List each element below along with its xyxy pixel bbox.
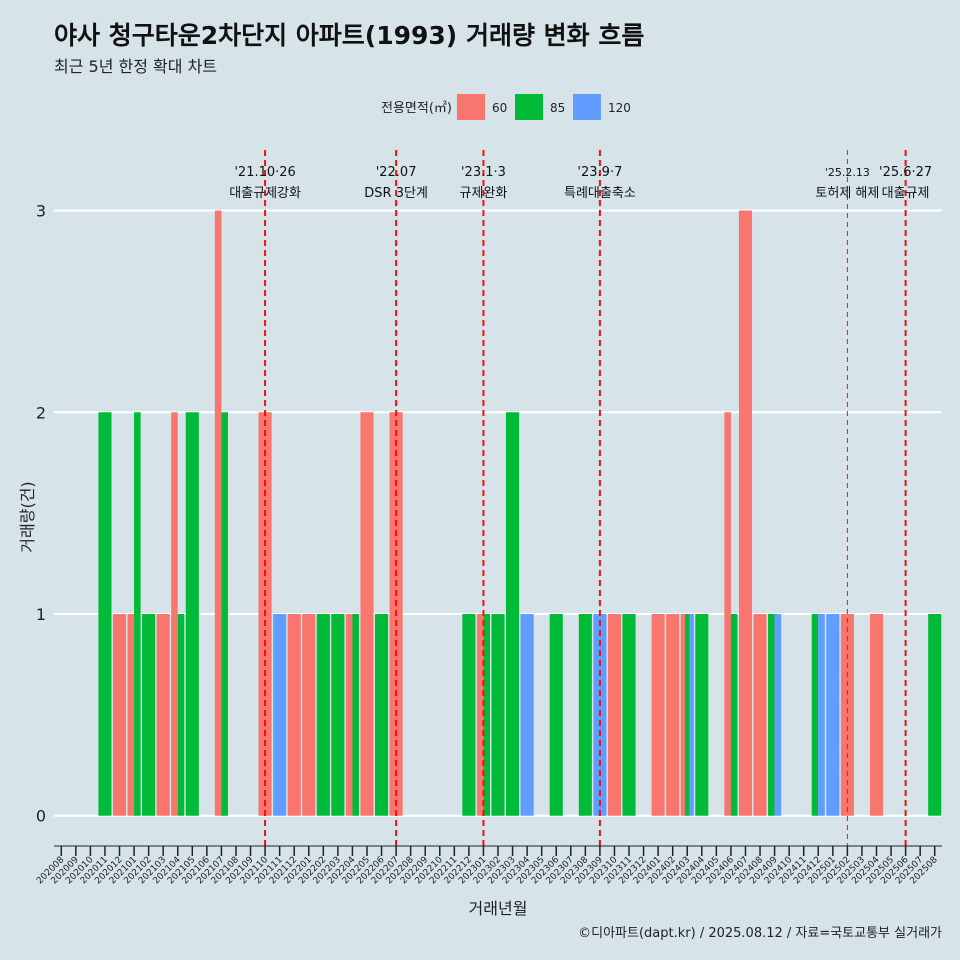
event-date-4: '25.2.13 xyxy=(825,166,870,179)
bar-202408-60 xyxy=(753,614,767,816)
bar-202310-60 xyxy=(607,614,622,816)
bar-202501-120 xyxy=(826,614,840,816)
bar-202204-85 xyxy=(352,614,359,816)
event-markers: '21.10·26 대출규제강화 '22.07 DSR 3단계 '23.1·3 규제완화 '… xyxy=(229,150,932,846)
legend-swatch-120 xyxy=(573,94,601,120)
bar-202502-60 xyxy=(840,614,854,816)
bar-202212-85 xyxy=(462,614,476,816)
bar-202112-60 xyxy=(287,614,301,816)
event-label-2: 규제완화 xyxy=(460,186,508,201)
bar-202402-60 xyxy=(666,614,680,816)
x-axis-label: 거래년월 xyxy=(469,899,528,918)
legend-title: 전용면적(㎡) xyxy=(381,101,452,116)
bar-202205-60 xyxy=(360,412,374,816)
source-caption: ©디아파트(dapt.kr) / 2025.08.12 / 자료=국토교통부 실… xyxy=(578,926,942,941)
bar-202101-85 xyxy=(134,412,141,816)
bar-202303-85 xyxy=(506,412,520,816)
legend-swatch-85 xyxy=(515,94,543,120)
bar-202412-120 xyxy=(818,614,825,816)
y-tick-label-0: 0 xyxy=(36,807,46,826)
event-label-4: 토허제 해제 xyxy=(815,186,879,201)
bar-202406-85 xyxy=(730,614,738,816)
bar-202508-85 xyxy=(928,614,942,816)
bar-202403-85 xyxy=(685,614,690,816)
bar-202102-85 xyxy=(142,614,156,816)
bar-202111-120 xyxy=(273,614,287,816)
bar-202409-120 xyxy=(774,614,782,816)
bar-202104-85 xyxy=(177,614,185,816)
bar-202302-85 xyxy=(491,614,505,816)
event-label-3: 특례대출축소 xyxy=(564,186,636,201)
event-date-1: '22.07 xyxy=(376,165,417,180)
bar-202204-60 xyxy=(345,614,353,816)
legend-label-60: 60 xyxy=(492,101,507,115)
bar-202105-85 xyxy=(185,412,199,816)
legend-label-120: 120 xyxy=(608,101,631,115)
bar-202403-60 xyxy=(680,614,686,816)
event-label-5: 대출규제 xyxy=(882,186,930,201)
legend-swatch-60 xyxy=(457,94,485,120)
bar-202202-85 xyxy=(316,614,330,816)
event-label-0: 대출규제강화 xyxy=(229,186,301,201)
legend: 전용면적(㎡) 60 85 120 xyxy=(381,94,631,120)
bar-202412-85 xyxy=(811,614,819,816)
bar-202407-60 xyxy=(738,210,753,816)
bar-202401-60 xyxy=(651,614,665,816)
bar-202203-85 xyxy=(331,614,345,816)
event-label-1: DSR 3단계 xyxy=(364,186,428,201)
bar-202011-85 xyxy=(98,412,112,816)
bar-202107-85 xyxy=(221,412,228,816)
legend-label-85: 85 xyxy=(550,101,565,115)
bar-202504-60 xyxy=(869,614,884,816)
event-date-5: '25.6·27 xyxy=(879,165,932,180)
chart-subtitle: 최근 5년 한정 확대 차트 xyxy=(54,57,218,76)
event-date-0: '21.10·26 xyxy=(234,165,295,180)
bar-202107-60 xyxy=(214,210,222,816)
bar-202104-60 xyxy=(171,412,178,816)
bar-202306-85 xyxy=(549,614,563,816)
bar-202406-60 xyxy=(724,412,731,816)
bars xyxy=(98,210,942,816)
event-date-3: '23.9·7 xyxy=(577,165,622,180)
bar-202301-85 xyxy=(483,614,490,816)
y-tick-label-2: 2 xyxy=(36,403,46,422)
y-tick-label-1: 1 xyxy=(36,605,46,624)
bar-202301-60 xyxy=(476,614,484,816)
bar-202304-120 xyxy=(520,614,534,816)
bar-202201-60 xyxy=(302,614,316,816)
chart-title: 야사 청구타운2차단지 아파트(1993) 거래량 변화 흐름 xyxy=(54,21,645,50)
y-axis-label: 거래량(건) xyxy=(18,481,37,552)
bar-202308-85 xyxy=(578,614,592,816)
bar-202404-85 xyxy=(695,614,709,816)
bar-202206-85 xyxy=(374,614,389,816)
bar-202103-60 xyxy=(156,614,170,816)
bar-202403-120 xyxy=(689,614,694,816)
bar-202101-60 xyxy=(127,614,135,816)
x-axis: 2020082020092020102020112020122021012021… xyxy=(35,845,942,886)
bar-202311-85 xyxy=(622,614,636,816)
bar-202409-85 xyxy=(768,614,775,816)
bar-202012-60 xyxy=(112,614,127,816)
y-axis: 0 1 2 3 xyxy=(36,202,46,826)
event-date-2: '23.1·3 xyxy=(461,165,506,180)
y-tick-label-3: 3 xyxy=(36,202,46,221)
